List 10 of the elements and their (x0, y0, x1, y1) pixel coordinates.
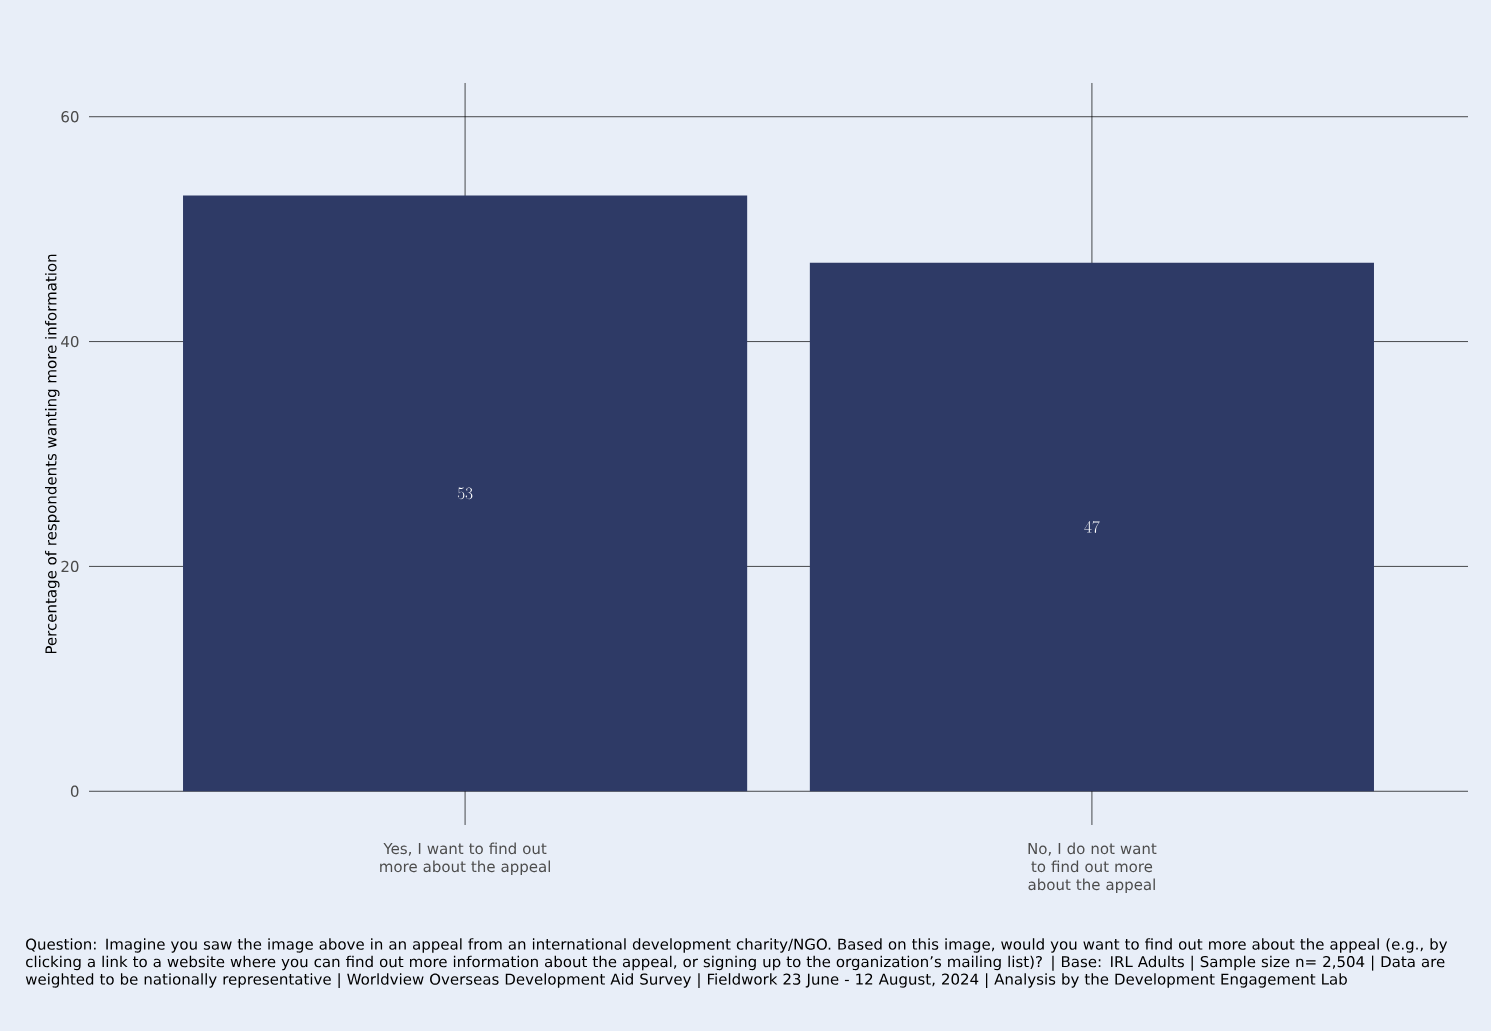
y-tick-label: 40 (61, 335, 79, 348)
y-tick-label: 60 (61, 111, 79, 123)
x-tick-label: No, I do not want to find out more about the appeal (1028, 842, 1157, 894)
y-axis-title: Percentage of respondents wanting more information (45, 254, 60, 654)
y-tick-label: 20 (61, 560, 79, 573)
text: Question: Imagine you saw the image above in an appeal from an international development charity/NGO. Based on this image, would you want to find out more about the appeal (e.g., by clicking a link to a website where you can find out more information about the appeal, or signing up to the organization’s mailing list)? | Base: IRL Adults | Sample size n= 2,504 | Data are weighted to be nationally representative | Worldview Overseas Development Aid Survey | Fieldwork 23 June - 12 August, 2024 | Analysis by the Development Engagement Lab (25, 938, 1448, 989)
data-label: 53 (457, 487, 473, 500)
data-label: 47 (1084, 520, 1100, 533)
y-tick-label: 0 (70, 785, 79, 797)
x-tick-label: Yes, I want to find out more about the appeal (380, 842, 550, 876)
